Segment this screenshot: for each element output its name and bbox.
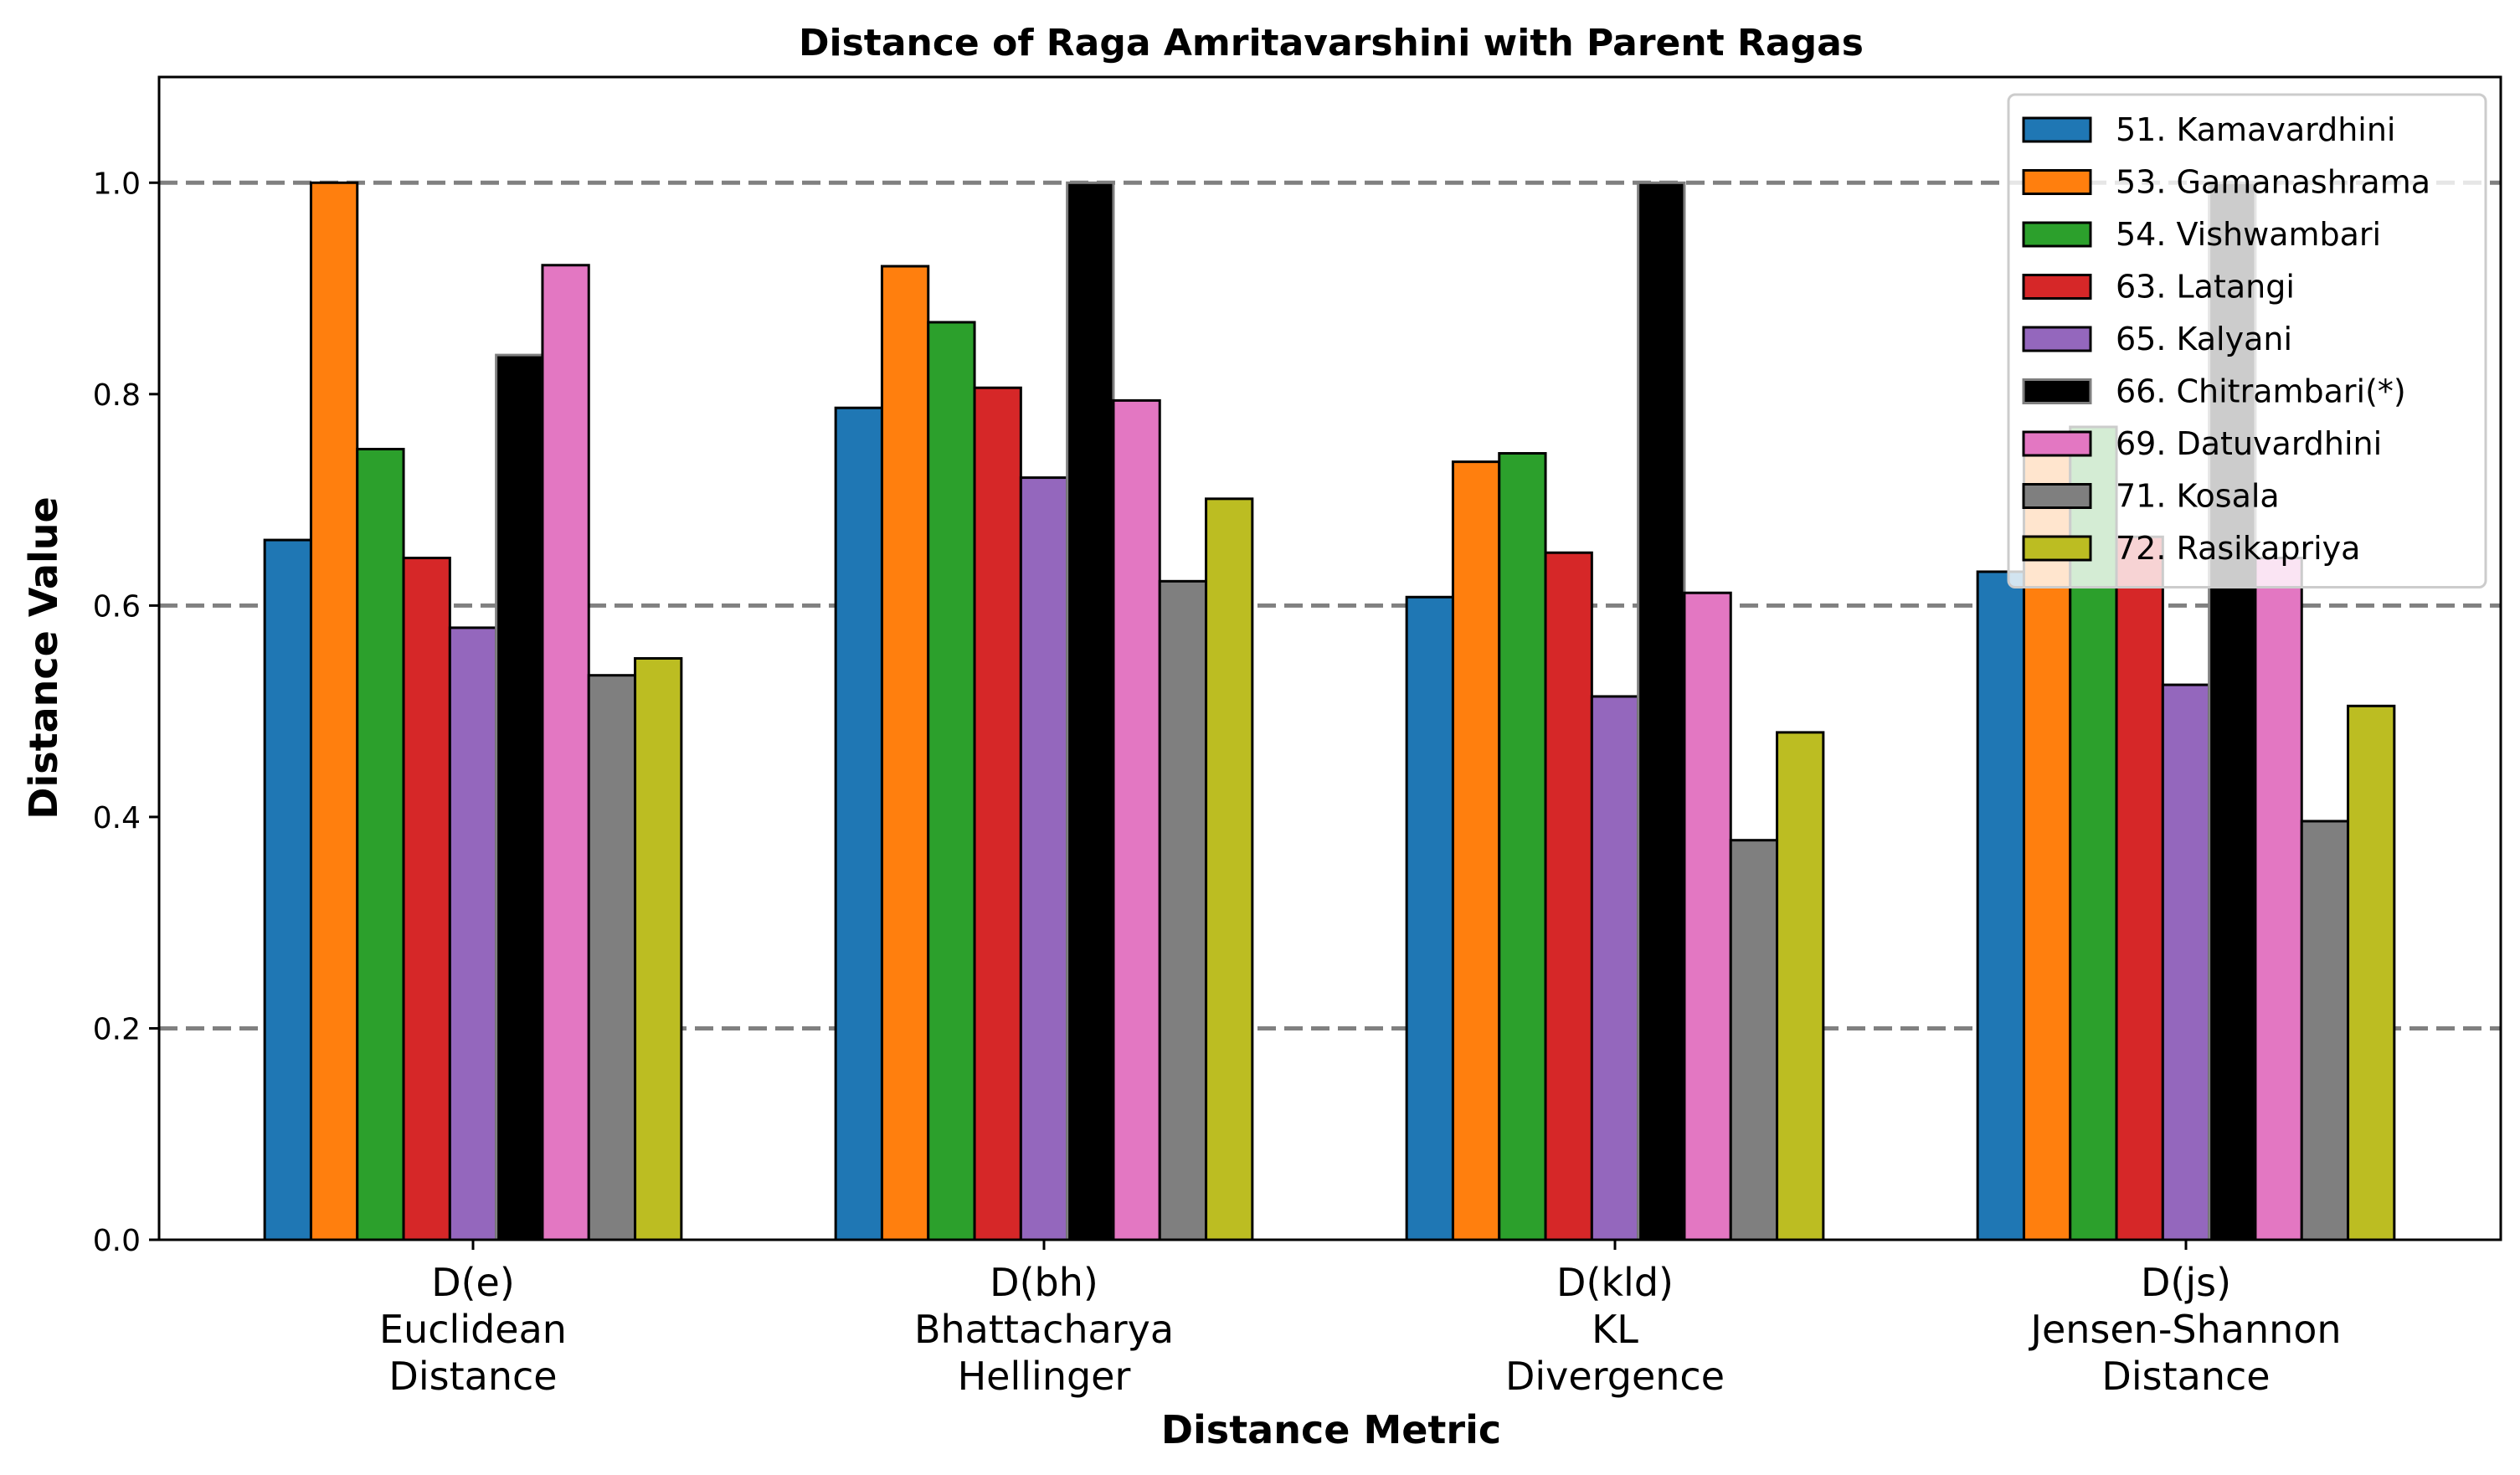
bar (927, 321, 976, 1241)
bar (1637, 181, 1686, 1241)
x-tick-label: Euclidean (379, 1307, 567, 1352)
legend-label: 65. Kalyani (2116, 321, 2292, 357)
legend-swatch (2022, 535, 2092, 562)
chart-title: Distance of Raga Amritavarshini with Par… (799, 22, 1864, 64)
legend-label: 53. Gamanashrama (2116, 164, 2430, 201)
bar (541, 264, 590, 1241)
bar (1590, 695, 1640, 1241)
y-tick-label: 0.4 (93, 801, 141, 835)
legend-swatch (2022, 169, 2092, 195)
bar (1683, 591, 1732, 1241)
y-axis: 0.0 0.2 0.4 0.6 0.8 1.0 (93, 167, 159, 1258)
x-tick-label: Hellinger (958, 1354, 1131, 1399)
y-axis-label: Distance Value (21, 496, 66, 819)
x-tick-label: Distance (2101, 1354, 2270, 1399)
bar (2254, 557, 2303, 1241)
legend-label: 71. Kosala (2116, 478, 2280, 515)
plot-area-frame (157, 75, 2502, 1241)
x-tick-label: D(e) (431, 1260, 515, 1305)
bar (309, 181, 359, 1241)
bar (495, 353, 544, 1241)
bar (587, 674, 637, 1241)
bar (1729, 839, 1779, 1241)
legend: 51. Kamavardhini 53. Gamanashrama 54. Vish… (2007, 93, 2487, 588)
legend-swatch (2022, 430, 2092, 457)
y-tick-label: 0.0 (93, 1224, 141, 1258)
x-tick-label: KL (1592, 1307, 1638, 1352)
x-tick-label: Jensen-Shannon (2028, 1307, 2341, 1352)
x-axis: D(e)EuclideanDistanceD(bh)BhattacharyaHe… (379, 1240, 2342, 1399)
legend-label: 54. Vishwambari (2116, 216, 2381, 253)
bar (634, 657, 683, 1241)
legend-swatch (2022, 221, 2092, 248)
bar (834, 406, 883, 1241)
bar (2115, 535, 2164, 1241)
bar (448, 626, 498, 1241)
y-tick-label: 0.2 (93, 1012, 141, 1046)
x-tick-label: Divergence (1505, 1354, 1725, 1399)
bar (2347, 704, 2396, 1241)
legend-label: 63. Latangi (2116, 269, 2295, 306)
x-tick-label: D(kld) (1556, 1260, 1674, 1305)
legend-swatch (2022, 326, 2092, 352)
bar (1498, 452, 1547, 1241)
y-tick-label: 0.8 (93, 378, 141, 413)
bar (1112, 398, 1161, 1241)
bar (880, 265, 930, 1241)
legend-swatch (2022, 378, 2092, 404)
bars (263, 181, 2396, 1241)
y-tick-label: 0.6 (93, 589, 141, 624)
bar (1019, 476, 1069, 1241)
x-tick-label: D(js) (2141, 1260, 2231, 1305)
bar (1205, 497, 1254, 1241)
bar (1451, 460, 1501, 1241)
x-tick-label: D(bh) (990, 1260, 1098, 1305)
legend-box (2007, 93, 2487, 588)
legend-label: 69. Datuvardhini (2116, 425, 2382, 462)
legend-swatch (2022, 483, 2092, 509)
legend-swatch (2022, 274, 2092, 300)
legend-label: 51. Kamavardhini (2116, 111, 2396, 148)
y-tick-label: 1.0 (93, 167, 141, 201)
bar (1776, 731, 1825, 1241)
bar (402, 557, 451, 1241)
bar (1158, 579, 1208, 1241)
bar (1066, 181, 1115, 1241)
legend-swatch (2022, 116, 2092, 143)
legend-label: 72. Rasikapriya (2116, 530, 2360, 567)
bar (2300, 820, 2350, 1241)
bar (2161, 683, 2211, 1241)
x-tick-label: Distance (388, 1354, 557, 1399)
bar (973, 386, 1022, 1241)
bar (263, 538, 312, 1241)
bar (356, 447, 405, 1241)
bar (1544, 551, 1593, 1241)
bar (1976, 570, 2025, 1241)
legend-label: 66. Chitrambari(*) (2116, 373, 2406, 410)
bar (1405, 595, 1454, 1241)
x-tick-label: Bhattacharya (914, 1307, 1174, 1352)
x-axis-label: Distance Metric (1161, 1407, 1501, 1452)
